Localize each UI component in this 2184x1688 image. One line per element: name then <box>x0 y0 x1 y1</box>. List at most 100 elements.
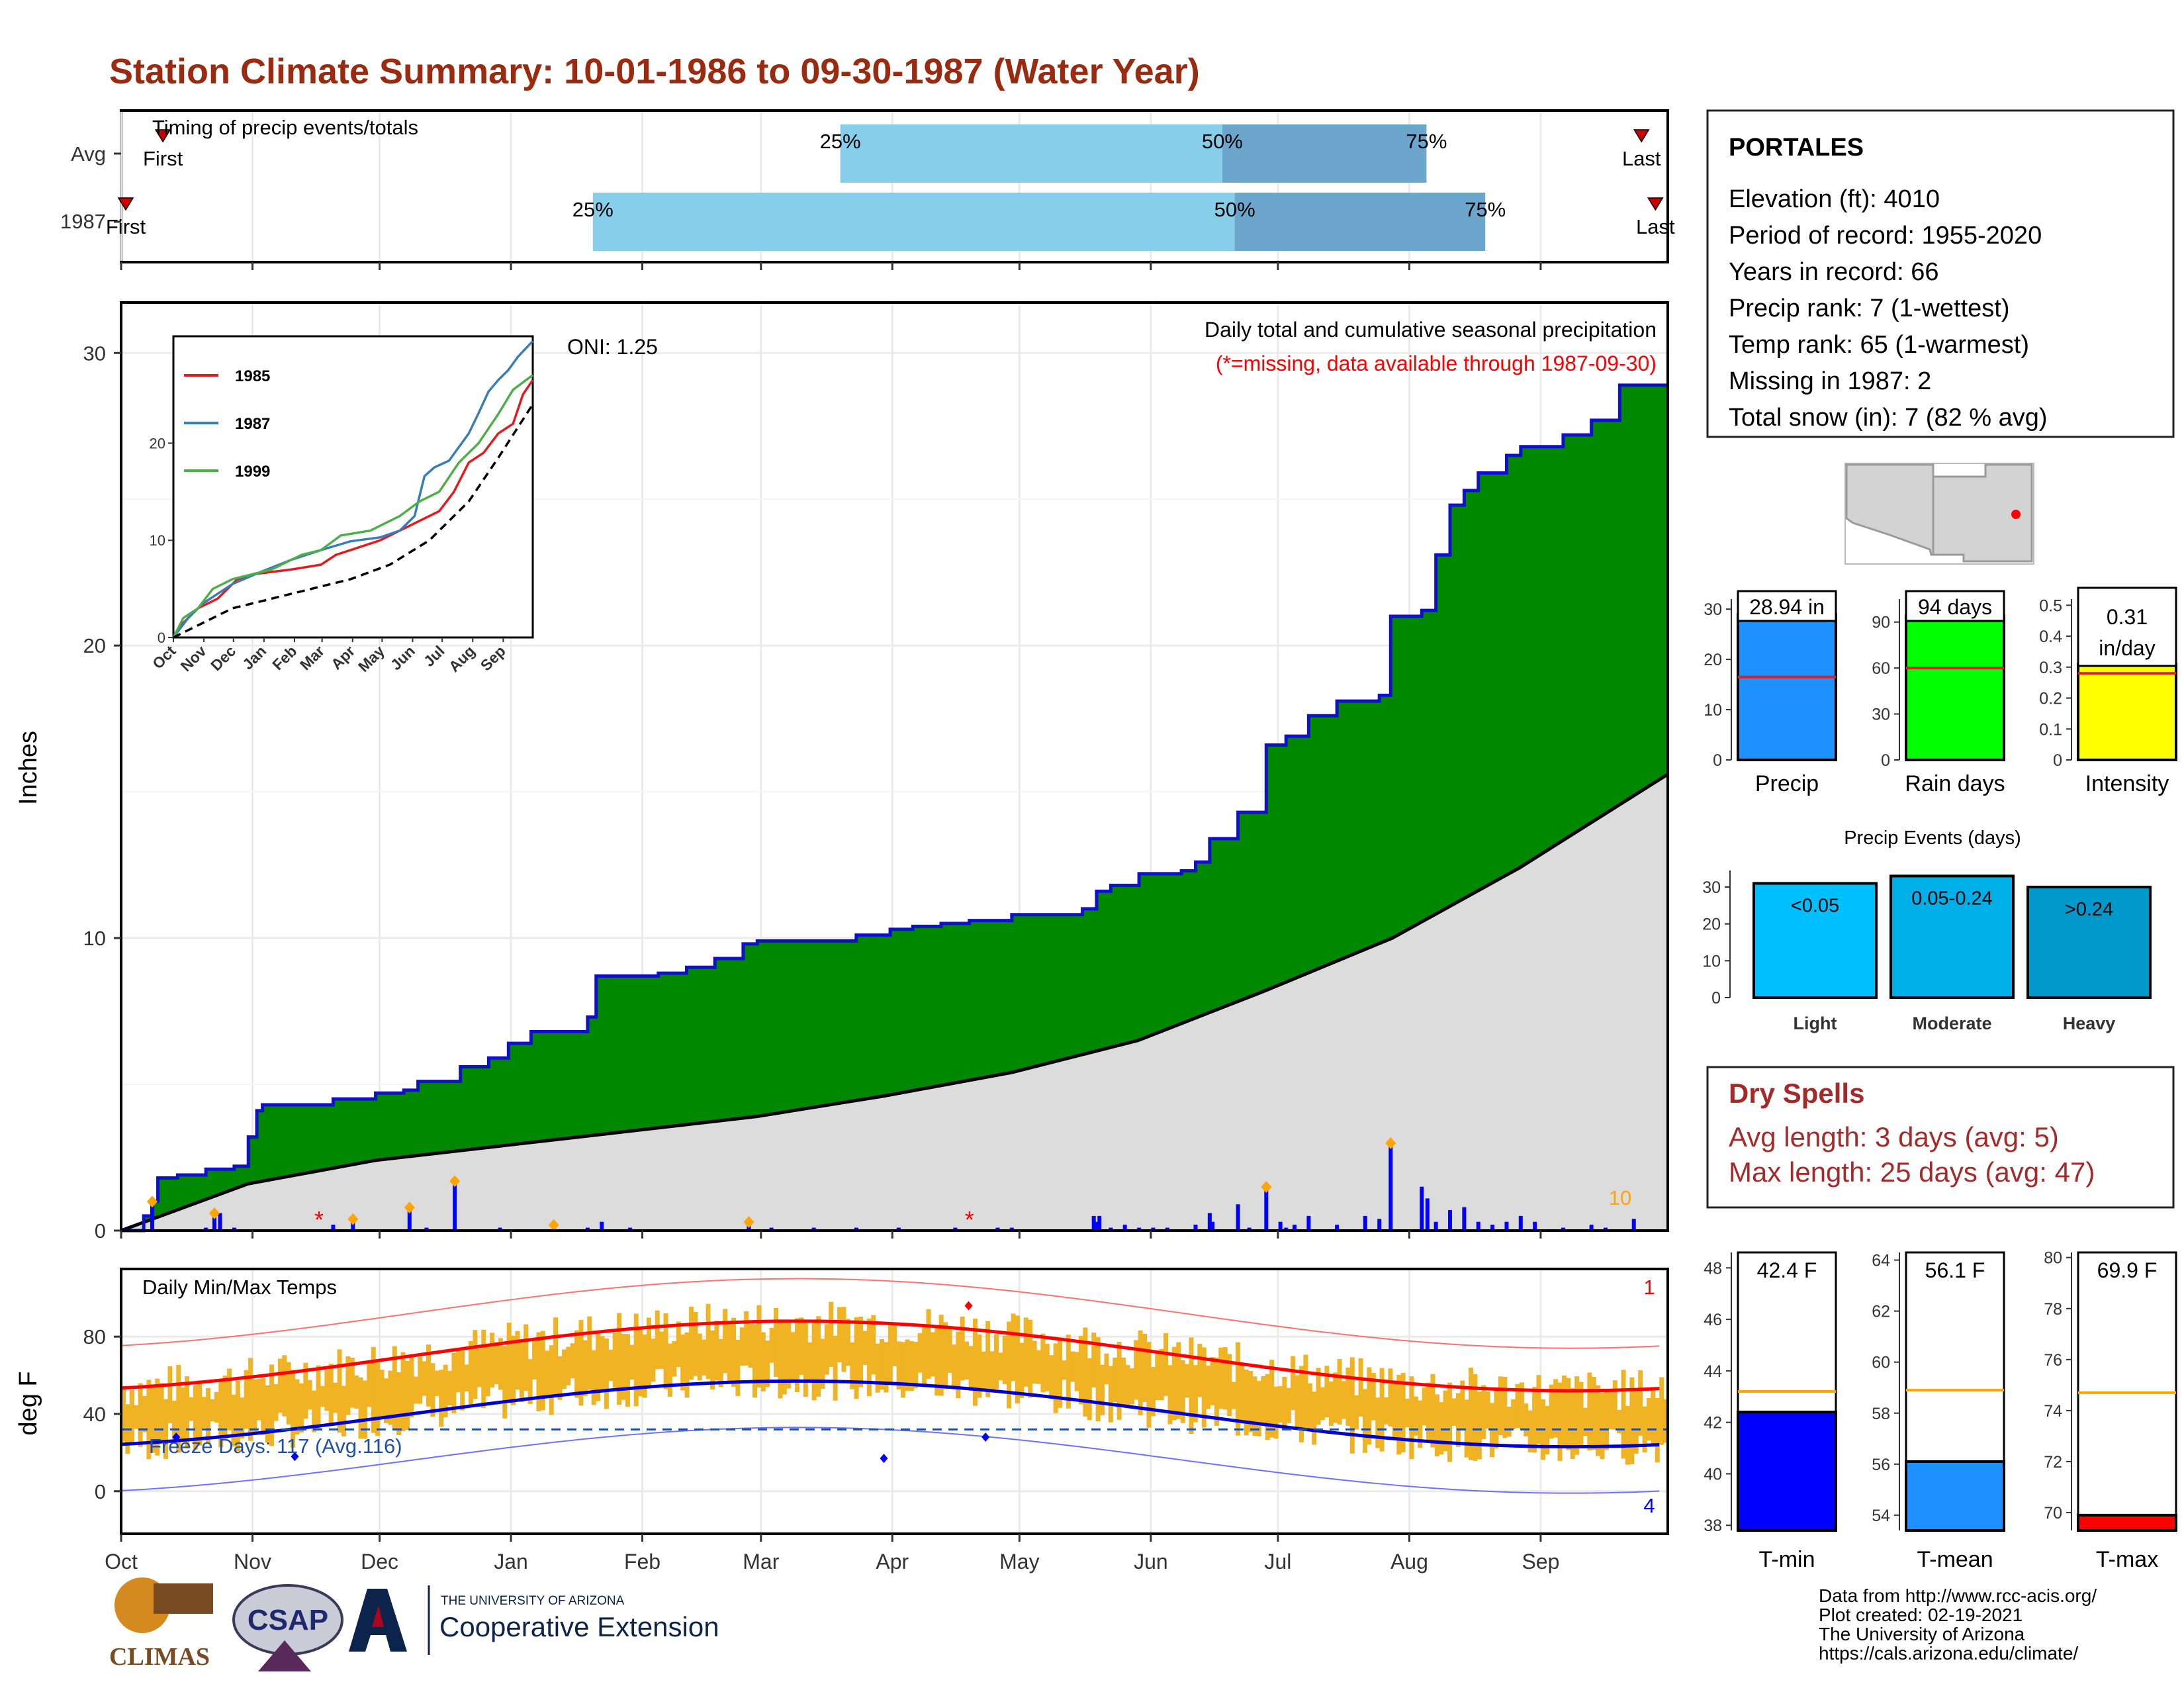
month-label: Feb <box>624 1550 660 1573</box>
daily-temp-range-bar <box>760 1332 766 1391</box>
daily-temp-range-bar <box>1642 1406 1647 1453</box>
stat-ytick-label: 0.4 <box>2039 628 2062 646</box>
daily-temp-range-bar <box>261 1378 266 1435</box>
daily-temp-range-bar <box>854 1317 859 1399</box>
daily-temp-range-bar <box>418 1357 423 1404</box>
daily-temp-range-bar <box>561 1349 567 1389</box>
daily-temp-range-bar <box>511 1335 516 1405</box>
daily-temp-range-bar <box>404 1360 410 1430</box>
daily-temp-range-bar <box>303 1362 308 1419</box>
daily-temp-range-bar <box>930 1332 935 1377</box>
events-bin-label: <0.05 <box>1791 895 1839 916</box>
daily-temp-range-bar <box>833 1335 838 1401</box>
daily-temp-range-bar <box>1058 1338 1063 1408</box>
daily-temp-range-bar <box>1142 1333 1148 1402</box>
month-label: Jun <box>1134 1550 1168 1573</box>
daily-temp-range-bar <box>291 1370 296 1448</box>
daily-record-marker <box>743 1216 754 1229</box>
daily-temp-range-bar <box>663 1313 668 1389</box>
missing-day-marker: * <box>965 1206 974 1233</box>
month-label: Aug <box>1390 1550 1428 1573</box>
daily-temp-range-bar <box>850 1342 855 1389</box>
daily-precip-bar <box>150 1204 154 1231</box>
daily-precip-bar <box>1388 1145 1393 1231</box>
daily-precip-bar <box>1097 1215 1102 1231</box>
daily-temp-range-bar <box>1201 1347 1206 1428</box>
daily-temp-range-bar <box>1379 1368 1385 1452</box>
daily-temp-range-bar <box>1040 1333 1046 1393</box>
daily-temp-range-bar <box>146 1380 152 1460</box>
dry-spells-max: Max length: 25 days (avg: 47) <box>1729 1156 2095 1188</box>
daily-temp-range-bar <box>392 1346 397 1430</box>
daily-temp-range-bar <box>1320 1387 1325 1421</box>
daily-temp-range-bar <box>375 1361 381 1436</box>
daily-temp-range-bar <box>447 1370 453 1405</box>
daily-temp-range-bar <box>1349 1357 1355 1454</box>
daily-temp-range-bar <box>735 1340 741 1396</box>
daily-temp-range-bar <box>1316 1368 1321 1425</box>
daily-temp-range-bar <box>578 1320 584 1406</box>
daily-temp-range-bar <box>1536 1375 1541 1444</box>
precip-events-title: Precip Events (days) <box>1844 827 2021 849</box>
temp-stat-ytick-label: 42 <box>1704 1414 1722 1432</box>
missing-day-marker: * <box>314 1206 324 1233</box>
daily-temp-range-bar <box>1269 1360 1275 1438</box>
temp-stat-label: T-max <box>2096 1547 2158 1572</box>
precip-ytick-label: 0 <box>95 1219 106 1243</box>
station-info-line: Period of record: 1955-2020 <box>1729 222 2042 250</box>
daily-temp-range-bar <box>345 1356 351 1415</box>
daily-temp-range-bar <box>388 1370 393 1425</box>
daily-temp-range-bar <box>485 1345 490 1397</box>
daily-temp-range-bar <box>604 1338 609 1409</box>
inset-ytick-label: 10 <box>150 532 165 549</box>
inset-series-line <box>172 379 534 638</box>
dry-spells-frame <box>1706 1066 2175 1209</box>
timing-pct-label: 75% <box>1406 130 1447 153</box>
daily-temp-range-bar <box>1659 1377 1664 1445</box>
daily-temp-range-bar <box>1515 1383 1520 1429</box>
timing-label: Timing of precip events/totals <box>152 116 418 139</box>
daily-temp-range-bar <box>176 1364 181 1453</box>
stat-ytick-label: 0 <box>1713 751 1722 770</box>
daily-temp-range-bar <box>354 1375 359 1409</box>
temp-ytick-label: 80 <box>83 1325 106 1348</box>
events-bin-label: >0.24 <box>2065 899 2113 920</box>
daily-temp-range-bar <box>277 1358 283 1413</box>
daily-temp-range-bar <box>1455 1393 1461 1447</box>
daily-temp-range-bar <box>469 1340 474 1407</box>
daily-temp-range-bar <box>947 1329 952 1373</box>
daily-temp-range-bar <box>400 1352 406 1432</box>
inset-average-line <box>173 403 534 639</box>
timing-pct-label: 50% <box>1202 130 1243 153</box>
stat-ytick-label: 0.5 <box>2039 596 2062 615</box>
daily-temp-range-bar <box>1070 1351 1075 1382</box>
record-low-marker <box>172 1432 181 1442</box>
temp-stat-value-label: 69.9 F <box>2097 1258 2158 1282</box>
month-label: Oct <box>105 1550 138 1573</box>
last-label: Last <box>1636 215 1675 238</box>
daily-temp-range-bar <box>774 1307 779 1377</box>
timing-bar-late <box>1234 193 1486 251</box>
daily-temp-range-bar <box>917 1333 923 1373</box>
daily-temp-range-bar <box>790 1332 796 1381</box>
daily-temp-range-bar <box>1371 1373 1376 1421</box>
daily-temp-range-bar <box>1066 1335 1071 1409</box>
stat-value-label: 94 days <box>1918 595 1992 619</box>
daily-temp-range-bar <box>1007 1321 1012 1409</box>
daily-record-marker <box>1385 1137 1396 1149</box>
daily-temp-range-bar <box>333 1382 338 1413</box>
daily-temp-range-bar <box>1185 1364 1190 1398</box>
daily-temp-range-bar <box>1549 1384 1554 1439</box>
daily-precip-bar <box>1476 1221 1480 1231</box>
daily-temp-range-bar <box>1621 1370 1626 1459</box>
daily-temp-range-bar <box>197 1380 203 1446</box>
daily-temp-range-bar <box>1566 1378 1571 1450</box>
daily-temp-range-bar <box>358 1377 363 1439</box>
daily-temp-range-bar <box>943 1322 948 1389</box>
daily-temp-range-bar <box>498 1338 503 1390</box>
daily-temp-range-bar <box>659 1331 664 1369</box>
climas-text: CLIMAS <box>109 1643 210 1671</box>
daily-temp-range-bar <box>218 1382 224 1448</box>
daily-temp-range-bar <box>1451 1398 1457 1426</box>
daily-temp-range-bar <box>1180 1360 1185 1423</box>
